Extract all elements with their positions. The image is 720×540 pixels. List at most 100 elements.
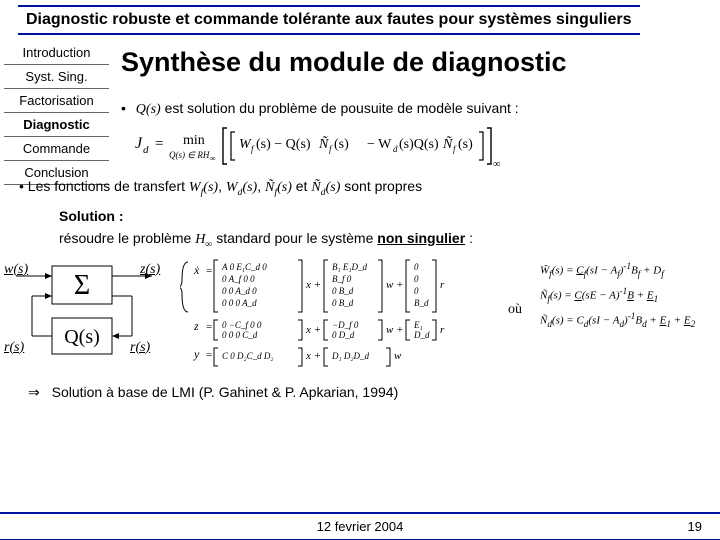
svg-text:f: f <box>329 144 333 154</box>
main-content: Synthèse du module de diagnostic • Q(s) … <box>115 41 714 258</box>
wf-def: W̃f(s) = Cf(sI − Af)-1Bf + Df <box>540 258 710 283</box>
nd-def: Ñd(s) = Cd(sI − Ad)-1Bd + E1 + E2 <box>540 308 710 333</box>
sidebar-item-factorisation[interactable]: Factorisation <box>4 89 109 113</box>
svg-text:x +: x + <box>305 279 321 291</box>
svg-text:Σ: Σ <box>74 270 90 301</box>
svg-text:C 0 D₂C_d D₂: C 0 D₂C_d D₂ <box>222 351 274 361</box>
svg-text:∞: ∞ <box>210 154 216 163</box>
svg-text:(s): (s) <box>334 137 349 152</box>
svg-text:0 D_d: 0 D_d <box>332 330 355 340</box>
svg-text:0 0 0 A_d: 0 0 0 A_d <box>222 298 257 308</box>
sidebar-item-commande[interactable]: Commande <box>4 137 109 161</box>
sol-tail: : <box>469 230 473 246</box>
sol-pre: résoudre le problème <box>59 230 195 246</box>
svg-text:w: w <box>394 350 402 362</box>
slide-header: Diagnostic robuste et commande tolérante… <box>18 5 640 35</box>
footer-page-number: 19 <box>688 519 702 534</box>
z-label: z(s) <box>140 262 160 278</box>
bullet2-pre: Les fonctions de transfert <box>28 178 189 194</box>
wf-label: Wf(s) <box>189 180 218 195</box>
svg-text:=: = <box>206 349 212 361</box>
svg-text:Q(s): Q(s) <box>64 326 100 348</box>
state-space-matrices: ẋ = A 0 E₁C_d 0 0 A_f 0 0 0 0 A_d 0 0 0 … <box>180 258 500 370</box>
ou-label: où <box>508 302 522 318</box>
svg-text:− W: − W <box>367 137 392 152</box>
svg-text:x +: x + <box>305 350 321 362</box>
svg-text:=: = <box>155 136 163 152</box>
sidebar-item-diagnostic[interactable]: Diagnostic <box>4 113 109 137</box>
conclusion-text: Solution à base de LMI (P. Gahinet & P. … <box>52 384 399 400</box>
svg-text:∞: ∞ <box>493 159 500 168</box>
r-out-label: r(s) <box>130 340 150 356</box>
svg-text:B_d: B_d <box>414 298 429 308</box>
block-diagram: Σ Q(s) w(s) z(s) r(s) r(s) <box>4 258 174 364</box>
implies-icon: ⇒ <box>28 386 40 401</box>
svg-text:0 B_d: 0 B_d <box>332 286 354 296</box>
svg-text:A 0 E₁C_d 0: A 0 E₁C_d 0 <box>221 262 267 272</box>
footer-date: 12 fevrier 2004 <box>317 519 404 534</box>
sol-bold: non singulier <box>377 230 465 246</box>
nf-tilde-label: Ñf(s) <box>265 180 292 195</box>
bullet-2: • Les fonctions de transfert Wf(s), Wd(s… <box>19 178 714 198</box>
svg-text:d: d <box>393 144 398 154</box>
bullet2-mid: et <box>296 178 312 194</box>
svg-text:D₁ D₂D_d: D₁ D₂D_d <box>331 351 370 361</box>
svg-text:min: min <box>183 133 205 148</box>
sidebar: Introduction Syst. Sing. Factorisation D… <box>4 41 109 258</box>
svg-text:Ñ: Ñ <box>442 135 453 152</box>
svg-text:r: r <box>440 279 445 291</box>
svg-text:r: r <box>440 324 445 336</box>
r-in-label: r(s) <box>4 340 24 356</box>
conclusion: ⇒ Solution à base de LMI (P. Gahinet & P… <box>28 384 720 402</box>
svg-text:(s)Q(s): (s)Q(s) <box>399 137 439 152</box>
svg-text:=: = <box>206 265 212 277</box>
svg-text:f: f <box>251 144 255 154</box>
sol-mid: standard pour le système <box>216 230 377 246</box>
svg-text:0 A_f 0 0: 0 A_f 0 0 <box>222 274 255 284</box>
bullet2-end: sont propres <box>344 178 422 194</box>
sidebar-item-syst-sing[interactable]: Syst. Sing. <box>4 65 109 89</box>
svg-text:(s): (s) <box>458 137 473 152</box>
nd-tilde-label: Ñd(s) <box>311 180 340 195</box>
svg-text:0: 0 <box>414 274 419 284</box>
svg-text:0 B_d: 0 B_d <box>332 298 354 308</box>
svg-text:=: = <box>206 321 212 333</box>
svg-text:0: 0 <box>414 286 419 296</box>
diagram-row: Σ Q(s) w(s) z(s) r(s) r(s) ẋ = <box>0 258 720 370</box>
slide-footer: 12 fevrier 2004 19 <box>0 512 720 540</box>
bullet1-text: est solution du problème de pousuite de … <box>165 100 519 116</box>
svg-text:0 −C_f 0 0: 0 −C_f 0 0 <box>222 320 262 330</box>
definitions: où W̃f(s) = Cf(sI − Af)-1Bf + Df Ñf(s) =… <box>506 258 710 334</box>
svg-text:B_f 0: B_f 0 <box>332 274 352 284</box>
svg-text:B₁ E₁D_d: B₁ E₁D_d <box>332 262 368 272</box>
svg-text:E₁: E₁ <box>413 320 423 330</box>
q-of-s: Q(s) <box>136 102 161 117</box>
svg-text:Ñ: Ñ <box>318 135 329 152</box>
solution-text: résoudre le problème H∞ standard pour le… <box>59 230 714 250</box>
svg-text:ẋ: ẋ <box>193 263 200 277</box>
svg-text:w +: w + <box>386 324 404 336</box>
svg-text:(s) − Q(s): (s) − Q(s) <box>256 137 311 152</box>
bullet-1: • Q(s) est solution du problème de pousu… <box>121 100 714 118</box>
svg-text:z: z <box>193 319 199 333</box>
svg-text:f: f <box>453 144 457 154</box>
sidebar-item-introduction[interactable]: Introduction <box>4 41 109 65</box>
slide-title: Synthèse du module de diagnostic <box>121 47 714 78</box>
svg-text:0: 0 <box>414 262 419 272</box>
svg-text:D_d: D_d <box>413 330 430 340</box>
slide-body: Introduction Syst. Sing. Factorisation D… <box>0 41 720 258</box>
svg-text:d: d <box>143 144 149 156</box>
svg-text:0 0 A_d 0: 0 0 A_d 0 <box>222 286 257 296</box>
hinf: H∞ <box>195 232 212 247</box>
w-label: w(s) <box>4 262 28 278</box>
svg-text:−D_f 0: −D_f 0 <box>332 320 359 330</box>
svg-text:0 0 0 C_d: 0 0 0 C_d <box>222 330 258 340</box>
svg-text:Q(s) ∈ RH: Q(s) ∈ RH <box>169 150 210 160</box>
wd-label: Wd(s) <box>226 180 257 195</box>
nf-def: Ñf(s) = C(sE − A)-1B + E1 <box>540 283 710 308</box>
equation-jd: J d = min Q(s) ∈ RH ∞ W f (s) − Q(s) Ñ f… <box>135 124 714 168</box>
svg-text:J: J <box>135 135 143 152</box>
header-title: Diagnostic robuste et commande tolérante… <box>26 11 632 28</box>
svg-text:x +: x + <box>305 324 321 336</box>
solution-label: Solution : <box>59 208 714 224</box>
